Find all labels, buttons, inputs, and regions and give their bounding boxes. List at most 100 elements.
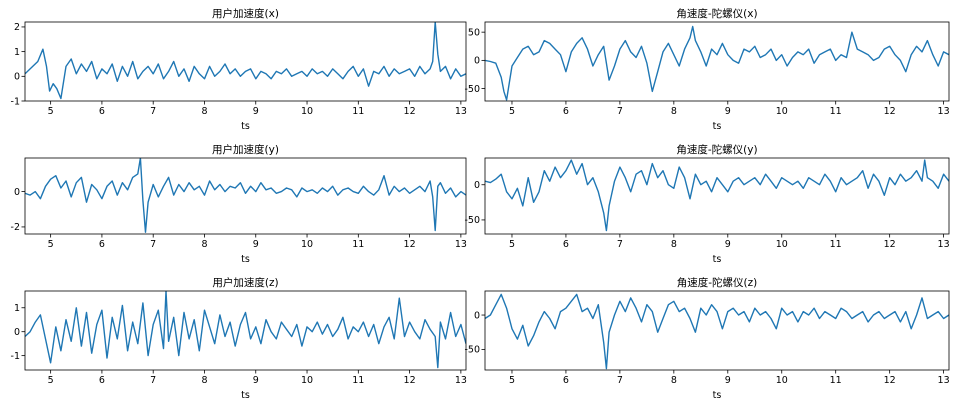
x-tick-label: 8 xyxy=(201,375,207,386)
x-tick-label: 9 xyxy=(253,239,259,250)
y-tick-label: 0 xyxy=(474,180,480,191)
x-tick-label: 11 xyxy=(830,106,842,117)
plot-frame xyxy=(24,290,467,371)
x-tick-label: 6 xyxy=(563,375,569,386)
x-tick-label: 5 xyxy=(509,239,515,250)
y-tick-label: 50 xyxy=(468,27,480,38)
x-tick-label: 5 xyxy=(48,239,54,250)
x-tick-label: 13 xyxy=(938,375,950,386)
chart-title: 用户加速度(y) xyxy=(212,143,279,156)
y-tick-label: -50 xyxy=(464,345,480,356)
x-tick-label: 11 xyxy=(352,106,364,117)
chart-title: 角速度-陀螺仪(y) xyxy=(676,143,757,156)
x-tick-label: 8 xyxy=(671,239,677,250)
series-line xyxy=(485,25,949,101)
x-tick-label: 9 xyxy=(725,375,731,386)
x-tick-label: 7 xyxy=(150,375,156,386)
x-tick-label: 11 xyxy=(352,239,364,250)
x-axis-label: ts xyxy=(713,254,722,265)
series-line xyxy=(485,293,949,370)
x-tick-label: 9 xyxy=(253,106,259,117)
x-tick-label: 13 xyxy=(455,106,467,117)
chart-title: 角速度-陀螺仪(z) xyxy=(677,276,758,289)
y-tick-label: 1 xyxy=(14,47,20,58)
x-tick-label: 6 xyxy=(99,106,105,117)
chart-title: 用户加速度(z) xyxy=(212,276,278,289)
x-tick-label: 5 xyxy=(48,106,54,117)
subplot-5: 用户加速度(z) 5 6 7 8 9 10 11 12 13 -1 0 1 ts xyxy=(11,276,467,401)
x-tick-label: 5 xyxy=(509,106,515,117)
x-tick-label: 7 xyxy=(617,239,623,250)
subplot-4: 角速度-陀螺仪(y) 5 6 7 8 9 10 11 12 13 -50 0 ts xyxy=(464,143,949,265)
y-tick-label: 2 xyxy=(14,22,20,33)
x-tick-label: 11 xyxy=(830,239,842,250)
x-tick-label: 10 xyxy=(776,239,788,250)
y-tick-label: 0 xyxy=(14,72,20,83)
x-tick-label: 8 xyxy=(671,106,677,117)
x-tick-label: 8 xyxy=(671,375,677,386)
x-tick-label: 13 xyxy=(938,106,950,117)
x-tick-label: 7 xyxy=(150,106,156,117)
y-tick-label: 0 xyxy=(14,327,20,338)
plot-frame xyxy=(24,21,467,102)
x-tick-label: 6 xyxy=(563,106,569,117)
x-tick-label: 10 xyxy=(776,375,788,386)
plot-frame xyxy=(484,157,950,235)
y-tick-label: -1 xyxy=(11,351,20,362)
x-tick-label: 12 xyxy=(404,375,416,386)
x-tick-label: 12 xyxy=(404,239,416,250)
x-tick-label: 8 xyxy=(201,239,207,250)
x-tick-label: 11 xyxy=(352,375,364,386)
y-tick-label: 0 xyxy=(14,187,20,198)
x-tick-label: 8 xyxy=(201,106,207,117)
x-tick-label: 13 xyxy=(938,239,950,250)
y-tick-label: -50 xyxy=(464,84,480,95)
x-tick-label: 13 xyxy=(455,375,467,386)
x-tick-label: 12 xyxy=(884,375,896,386)
x-axis-label: ts xyxy=(713,121,722,132)
x-tick-label: 9 xyxy=(253,375,259,386)
x-tick-label: 6 xyxy=(99,375,105,386)
series-line xyxy=(25,22,466,100)
plot-frame xyxy=(484,290,950,371)
x-tick-label: 6 xyxy=(99,239,105,250)
y-tick-label: -50 xyxy=(464,215,480,226)
x-axis-label: ts xyxy=(241,390,250,401)
x-tick-label: 9 xyxy=(725,239,731,250)
series-line xyxy=(25,158,466,233)
y-tick-label: 0 xyxy=(474,56,480,67)
x-tick-label: 9 xyxy=(725,106,731,117)
x-tick-label: 12 xyxy=(404,106,416,117)
plot-frame xyxy=(484,21,950,102)
x-axis-label: ts xyxy=(241,254,250,265)
y-tick-label: 1 xyxy=(14,303,20,314)
x-tick-label: 10 xyxy=(301,375,313,386)
x-tick-label: 7 xyxy=(617,375,623,386)
x-tick-label: 10 xyxy=(301,239,313,250)
chart-title: 角速度-陀螺仪(x) xyxy=(676,7,757,20)
x-tick-label: 6 xyxy=(563,239,569,250)
chart-title: 用户加速度(x) xyxy=(212,7,279,20)
plot-frame xyxy=(24,157,467,235)
x-tick-label: 5 xyxy=(509,375,515,386)
x-tick-label: 11 xyxy=(830,375,842,386)
y-tick-label: -2 xyxy=(11,222,20,233)
subplot-2: 角速度-陀螺仪(x) 5 6 7 8 9 10 11 12 13 -50 0 50 ts xyxy=(464,7,949,132)
x-tick-label: 7 xyxy=(150,239,156,250)
y-tick-label: 0 xyxy=(474,310,480,321)
x-tick-label: 10 xyxy=(301,106,313,117)
x-axis-label: ts xyxy=(713,390,722,401)
x-tick-label: 13 xyxy=(455,239,467,250)
x-tick-label: 7 xyxy=(617,106,623,117)
subplot-3: 用户加速度(y) 5 6 7 8 9 10 11 12 13 -2 0 ts xyxy=(11,143,467,265)
x-tick-label: 5 xyxy=(48,375,54,386)
x-tick-label: 12 xyxy=(884,239,896,250)
x-axis-label: ts xyxy=(241,121,250,132)
x-tick-label: 10 xyxy=(776,106,788,117)
series-line xyxy=(25,291,466,369)
y-tick-label: -1 xyxy=(11,96,20,107)
x-tick-label: 12 xyxy=(884,106,896,117)
subplot-6: 角速度-陀螺仪(z) 5 6 7 8 9 10 11 12 13 -50 0 ts xyxy=(464,276,949,401)
